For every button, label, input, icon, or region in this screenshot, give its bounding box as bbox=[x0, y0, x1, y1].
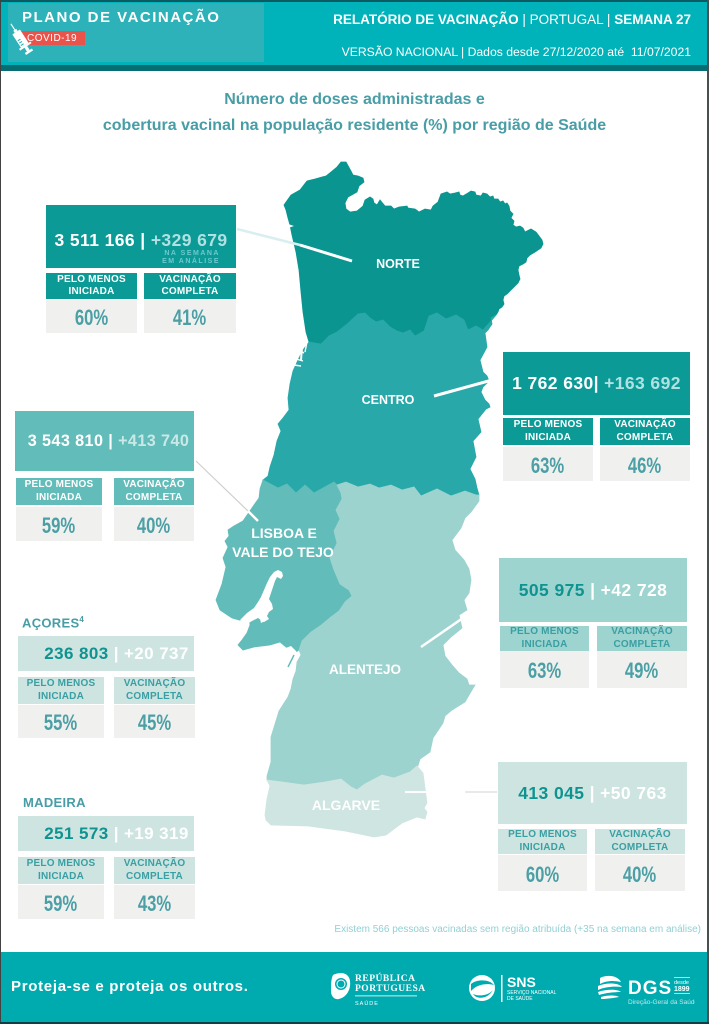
svg-text:DE SAÚDE: DE SAÚDE bbox=[507, 995, 533, 1002]
svg-text:Direção-Geral da Saúde: Direção-Geral da Saúde bbox=[628, 999, 695, 1006]
svg-text:SAÚDE: SAÚDE bbox=[355, 1000, 379, 1007]
svg-text:NORTE: NORTE bbox=[376, 257, 420, 271]
svg-text:ALENTEJO: ALENTEJO bbox=[329, 662, 401, 677]
svg-text:CENTRO: CENTRO bbox=[362, 393, 415, 407]
svg-text:PORTUGUESA: PORTUGUESA bbox=[355, 984, 426, 994]
svg-text:VALE DO TEJO: VALE DO TEJO bbox=[232, 544, 334, 560]
svg-text:desde: desde bbox=[674, 980, 689, 986]
svg-text:ALGARVE: ALGARVE bbox=[312, 797, 380, 813]
svg-text:1899: 1899 bbox=[674, 986, 690, 993]
svg-text:SERVIÇO NACIONAL: SERVIÇO NACIONAL bbox=[507, 990, 557, 996]
svg-text:SNS: SNS bbox=[507, 974, 536, 990]
svg-text:REPÚBLICA: REPÚBLICA bbox=[355, 972, 415, 984]
svg-text:LISBOA E: LISBOA E bbox=[251, 525, 317, 541]
svg-text:DGS: DGS bbox=[628, 978, 672, 999]
